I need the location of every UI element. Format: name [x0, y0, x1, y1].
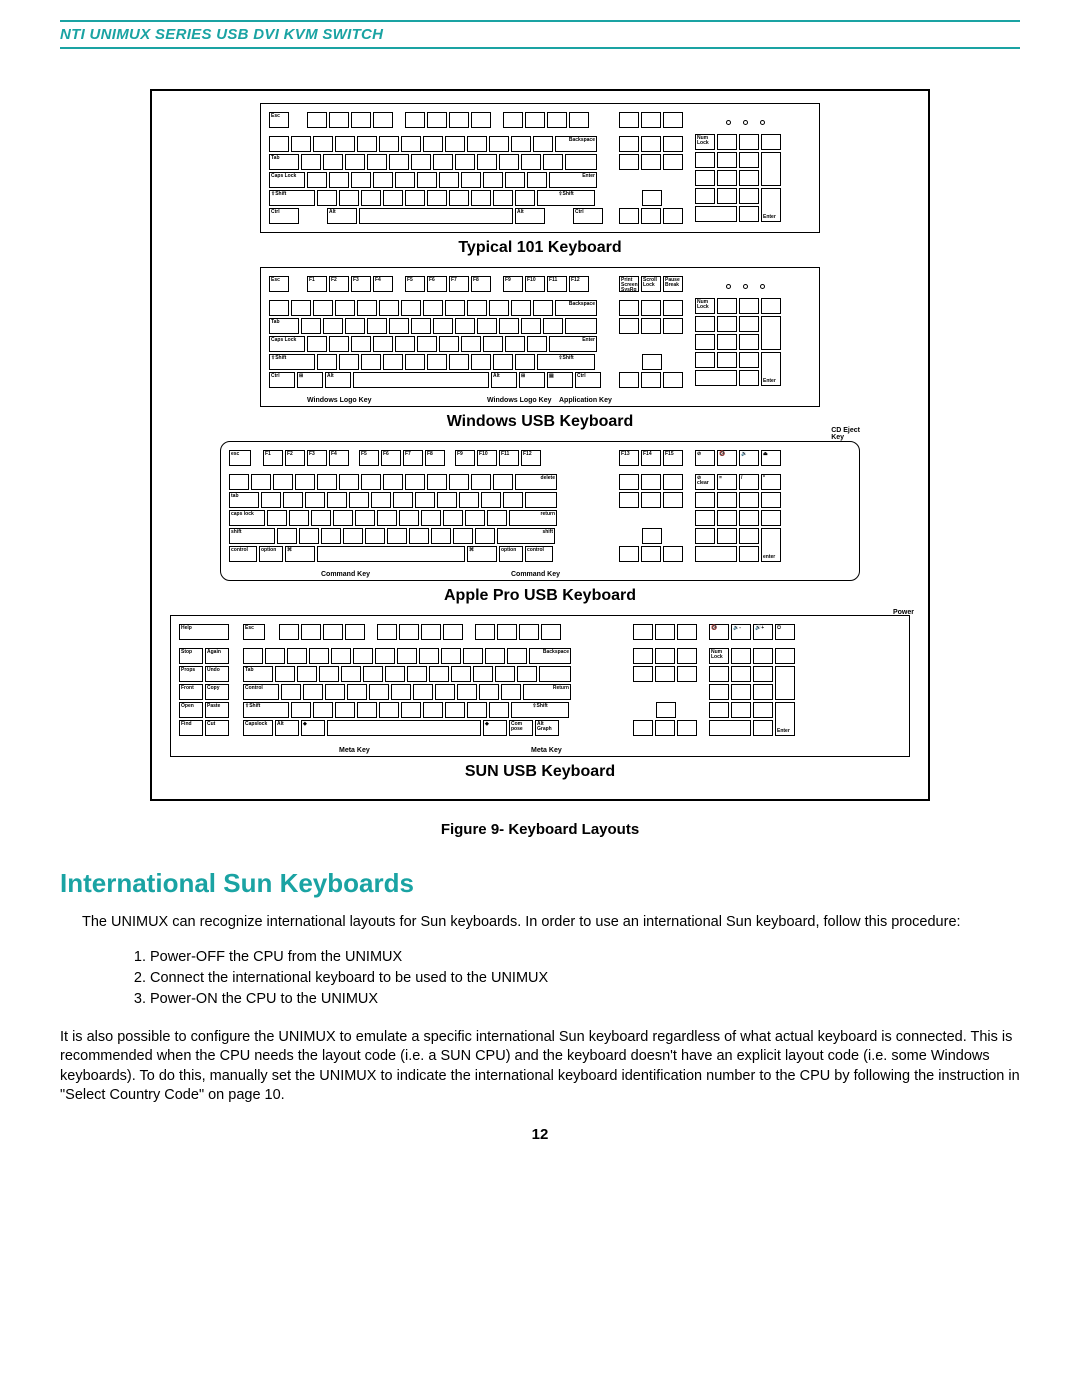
- annot-cdeject: CD EjectKey: [831, 427, 860, 441]
- key-meta-l: ◆: [301, 720, 325, 736]
- key-winlogo-l: ⊞: [297, 372, 323, 388]
- keyboard-sun: Help StopAgain PropsUndo FrontCopy OpenP…: [170, 615, 910, 757]
- key-command-r: ⌘: [467, 546, 497, 562]
- annot-cmd-r: Command Key: [511, 571, 560, 578]
- key-enter-np: Enter: [761, 188, 781, 222]
- page-number: 12: [60, 1126, 1020, 1143]
- paragraph-2: It is also possible to configure the UNI…: [60, 1028, 1020, 1106]
- key-alt-r: Alt: [515, 208, 545, 224]
- keyboard-101: Esc Backspace Tab Caps Lock Enter ⇧ Shift…: [260, 103, 820, 233]
- keyboard-label-sun: SUN USB Keyboard: [162, 763, 918, 781]
- key-numlock: Num Lock: [695, 134, 715, 150]
- annot-winlogo-r: Windows Logo Key: [487, 397, 552, 404]
- annot-meta-r: Meta Key: [531, 747, 562, 754]
- key-ctrl-l: Ctrl: [269, 208, 299, 224]
- annot-appkey: Application Key: [559, 397, 612, 404]
- key-esc: Esc: [269, 112, 289, 128]
- led-icon: [760, 120, 765, 125]
- paragraph-1: The UNIMUX can recognize international l…: [60, 913, 1020, 933]
- key-power: ⏻: [775, 624, 795, 640]
- key-capslock: Caps Lock: [269, 172, 305, 188]
- led-icon: [726, 120, 731, 125]
- step-3: Power-ON the CPU to the UNIMUX: [150, 989, 1020, 1010]
- key-tab: Tab: [269, 154, 299, 170]
- keyboard-label-apple: Apple Pro USB Keyboard: [162, 587, 918, 605]
- key-command-l: ⌘: [285, 546, 315, 562]
- key-space: [359, 208, 513, 224]
- keyboard-label-windows: Windows USB Keyboard: [162, 413, 918, 431]
- keyboard-figure: Esc Backspace Tab Caps Lock Enter ⇧ Shift…: [150, 89, 930, 801]
- key-ctrl-r: Ctrl: [573, 208, 603, 224]
- section-heading: International Sun Keyboards: [60, 868, 1020, 899]
- step-1: Power-OFF the CPU from the UNIMUX: [150, 947, 1020, 968]
- key-backspace: Backspace: [555, 136, 597, 152]
- annot-winlogo-l: Windows Logo Key: [307, 397, 372, 404]
- step-2: Connect the international keyboard to be…: [150, 968, 1020, 989]
- keyboard-apple: esc F1F2F3F4 F5F6F7F8 F9F10F11F12 delete…: [220, 441, 860, 581]
- key-enter: Enter: [549, 172, 597, 188]
- key-cd-eject: ⏏: [761, 450, 781, 466]
- annot-cmd-l: Command Key: [321, 571, 370, 578]
- procedure-list: Power-OFF the CPU from the UNIMUX Connec…: [150, 947, 1020, 1010]
- key-alt-l: Alt: [327, 208, 357, 224]
- key-winlogo-r: ⊞: [519, 372, 545, 388]
- annot-meta-l: Meta Key: [339, 747, 370, 754]
- keyboard-windows: Esc F1F2F3F4 F5F6F7F8 F9F10F11F12 Backsp…: [260, 267, 820, 407]
- key-meta-r: ◆: [483, 720, 507, 736]
- header-title: NTI UNIMUX SERIES USB DVI KVM SWITCH: [60, 26, 1020, 43]
- key-shift-l: ⇧ Shift: [269, 190, 315, 206]
- key-shift-r: ⇧ Shift: [537, 190, 595, 206]
- page-header: NTI UNIMUX SERIES USB DVI KVM SWITCH: [60, 20, 1020, 49]
- led-icon: [743, 120, 748, 125]
- key-appmenu: ▤: [547, 372, 573, 388]
- figure-caption: Figure 9- Keyboard Layouts: [60, 821, 1020, 838]
- keyboard-label-101: Typical 101 Keyboard: [162, 239, 918, 257]
